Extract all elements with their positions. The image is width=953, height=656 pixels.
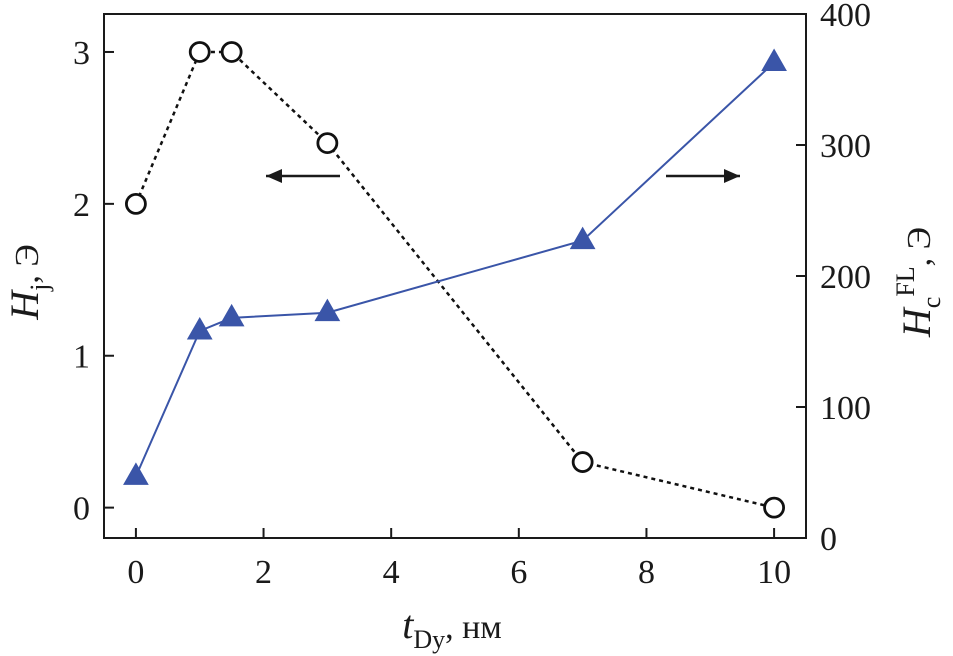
y-right-tick-label: 200 — [820, 259, 871, 296]
arrow-left-head-icon — [266, 169, 282, 183]
y-left-axis-title: Hj, Э — [2, 244, 54, 321]
y-right-tick-label: 300 — [820, 128, 871, 165]
series-line — [134, 61, 775, 477]
series-line — [134, 50, 775, 509]
data-point-triangle — [569, 226, 596, 250]
x-axis-title: tDy, нм — [402, 602, 502, 654]
y-left-tick-label: 2 — [73, 187, 90, 224]
data-point-circle — [316, 132, 339, 155]
data-point-circle — [220, 41, 243, 63]
y-right-tick-label: 0 — [820, 521, 837, 558]
x-tick-label: 6 — [510, 554, 527, 591]
y-right-tick-label: 100 — [820, 390, 871, 427]
y-left-tick-label: 1 — [73, 339, 90, 376]
arrow-right-head-icon — [724, 169, 740, 183]
data-point-circle — [125, 192, 147, 215]
y-left-tick-label: 0 — [73, 491, 90, 528]
x-tick-label: 2 — [255, 554, 272, 591]
data-point-triangle — [218, 303, 245, 327]
x-tick-label: 4 — [383, 554, 400, 591]
y-right-axis-ticks: 0 100 200 300 400 — [796, 0, 871, 558]
x-axis-ticks: 0 2 4 6 8 10 — [127, 528, 791, 591]
x-tick-label: 10 — [757, 554, 791, 591]
data-point-triangle — [761, 48, 787, 71]
y-right-axis-title: HcFL, Э — [891, 227, 946, 338]
data-point-triangle — [123, 462, 149, 485]
data-point-circle — [763, 496, 785, 519]
x-tick-label: 8 — [638, 554, 655, 591]
y-left-axis-ticks: 0 1 2 3 — [73, 35, 114, 528]
data-point-circle — [571, 451, 594, 473]
data-point-triangle — [314, 298, 341, 322]
annotations — [266, 169, 740, 183]
data-point-triangle — [186, 316, 213, 340]
y-left-tick-label: 3 — [73, 35, 90, 72]
series-layer — [123, 41, 787, 519]
x-tick-label: 0 — [127, 554, 144, 591]
y-right-tick-label: 400 — [820, 0, 871, 34]
data-point-circle — [188, 41, 211, 63]
